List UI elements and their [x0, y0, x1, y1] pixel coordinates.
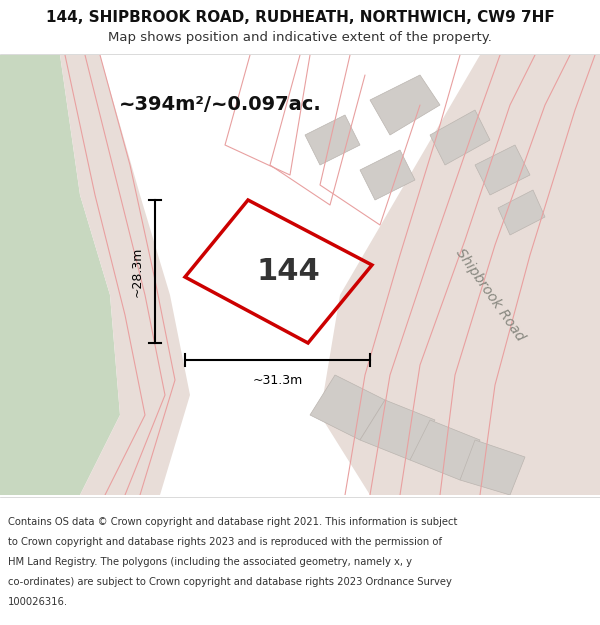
- Polygon shape: [360, 400, 435, 460]
- Text: to Crown copyright and database rights 2023 and is reproduced with the permissio: to Crown copyright and database rights 2…: [8, 537, 442, 547]
- Text: 100026316.: 100026316.: [8, 597, 68, 607]
- Polygon shape: [430, 110, 490, 165]
- Polygon shape: [305, 115, 360, 165]
- Polygon shape: [410, 420, 480, 480]
- Text: co-ordinates) are subject to Crown copyright and database rights 2023 Ordnance S: co-ordinates) are subject to Crown copyr…: [8, 577, 452, 587]
- Polygon shape: [498, 190, 545, 235]
- Text: 144, SHIPBROOK ROAD, RUDHEATH, NORTHWICH, CW9 7HF: 144, SHIPBROOK ROAD, RUDHEATH, NORTHWICH…: [46, 9, 554, 24]
- Text: ~394m²/~0.097ac.: ~394m²/~0.097ac.: [119, 96, 322, 114]
- Polygon shape: [460, 440, 525, 495]
- Text: Map shows position and indicative extent of the property.: Map shows position and indicative extent…: [108, 31, 492, 44]
- Polygon shape: [310, 375, 385, 440]
- Text: Contains OS data © Crown copyright and database right 2021. This information is : Contains OS data © Crown copyright and d…: [8, 517, 457, 527]
- Polygon shape: [0, 55, 120, 495]
- Text: 144: 144: [256, 257, 320, 286]
- Text: Shipbrook Road: Shipbrook Road: [453, 246, 527, 344]
- Polygon shape: [320, 55, 600, 495]
- Polygon shape: [360, 150, 415, 200]
- Polygon shape: [370, 75, 440, 135]
- Polygon shape: [60, 55, 190, 495]
- Polygon shape: [475, 145, 530, 195]
- Text: HM Land Registry. The polygons (including the associated geometry, namely x, y: HM Land Registry. The polygons (includin…: [8, 557, 412, 567]
- Text: ~31.3m: ~31.3m: [253, 374, 302, 386]
- Text: ~28.3m: ~28.3m: [131, 246, 143, 297]
